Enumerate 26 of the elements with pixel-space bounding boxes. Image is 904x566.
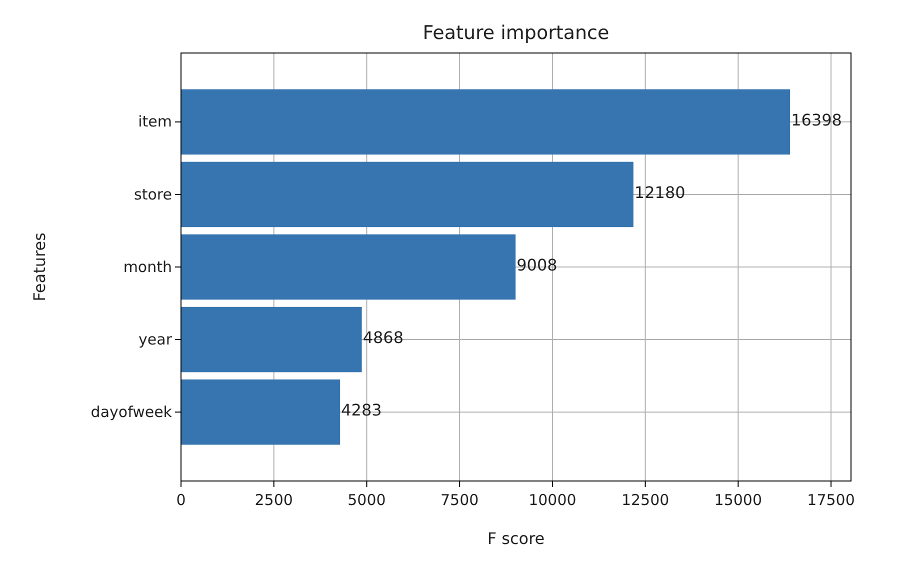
bar	[181, 234, 516, 300]
x-tick-label: 0	[176, 491, 186, 509]
x-tick-label: 10000	[528, 491, 576, 509]
data-label: 4283	[341, 400, 382, 420]
y-axis-title: Features	[30, 232, 49, 302]
y-tick-label: dayofweek	[90, 402, 172, 421]
x-tick-label: 2500	[254, 491, 293, 509]
data-label: 9008	[516, 256, 558, 275]
x-tick-label: 15000	[714, 491, 762, 509]
chart-title: Feature importance	[422, 22, 610, 44]
bar	[181, 306, 362, 372]
y-tick-label: item	[138, 112, 172, 131]
x-tick-label: 17500	[807, 491, 855, 509]
y-tick-label: store	[134, 185, 172, 204]
y-tick-label: year	[138, 330, 173, 348]
x-tick-label: 7500	[440, 491, 479, 509]
x-axis-title: F score	[487, 529, 545, 548]
x-tick-label: 5000	[348, 491, 386, 509]
bar	[181, 162, 634, 228]
data-label: 4868	[362, 328, 404, 348]
y-tick-label: month	[123, 258, 172, 276]
data-label: 12180	[634, 183, 686, 202]
x-tick-label: 12500	[621, 491, 670, 509]
data-label: 16398	[791, 110, 842, 130]
bar	[181, 379, 340, 445]
bar	[181, 89, 790, 155]
